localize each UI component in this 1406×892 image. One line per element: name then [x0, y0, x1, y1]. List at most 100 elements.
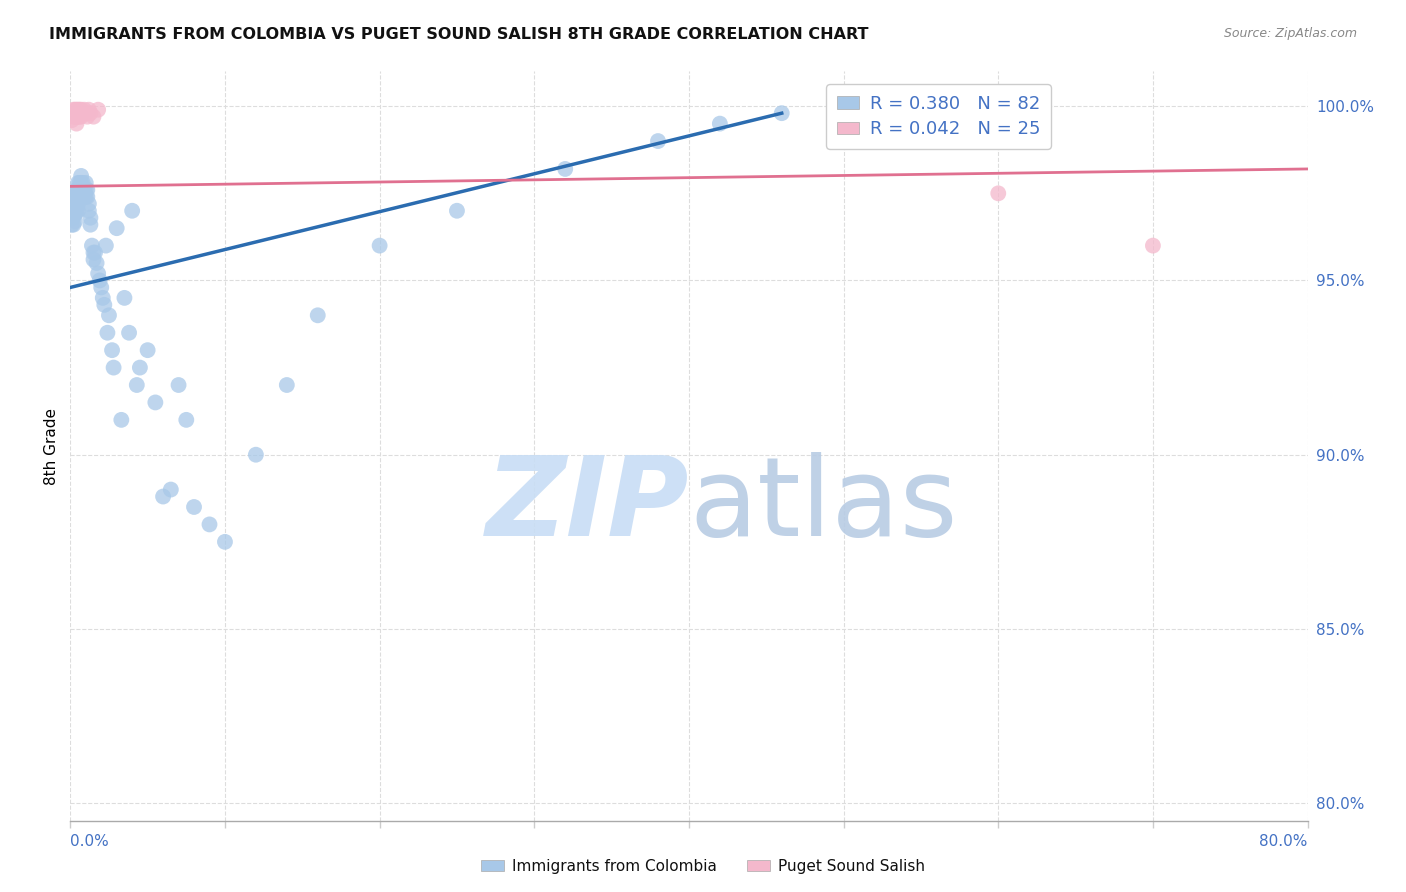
- Point: [87, 103, 110, 117]
- Point: [145, 395, 166, 409]
- Point: [62, 218, 84, 232]
- Legend: R = 0.380   N = 82, R = 0.042   N = 25: R = 0.380 N = 82, R = 0.042 N = 25: [827, 84, 1052, 149]
- Point: [69, 183, 91, 197]
- Point: [65, 190, 87, 204]
- Point: [67, 190, 90, 204]
- Point: [73, 183, 96, 197]
- Point: [65, 196, 87, 211]
- Point: [709, 117, 731, 131]
- Point: [65, 183, 87, 197]
- Point: [65, 103, 87, 117]
- Point: [94, 238, 117, 252]
- Point: [72, 106, 94, 120]
- Point: [214, 534, 236, 549]
- Point: [75, 183, 97, 197]
- Point: [73, 190, 96, 204]
- Point: [76, 110, 98, 124]
- Point: [245, 448, 267, 462]
- Point: [770, 106, 793, 120]
- Point: [60, 106, 83, 120]
- Point: [129, 360, 152, 375]
- Point: [70, 169, 93, 183]
- Point: [63, 110, 86, 124]
- Point: [70, 103, 93, 117]
- Point: [70, 183, 93, 197]
- Point: [103, 360, 125, 375]
- Legend: Immigrants from Colombia, Puget Sound Salish: Immigrants from Colombia, Puget Sound Sa…: [475, 853, 931, 880]
- Point: [79, 218, 101, 232]
- Point: [96, 326, 118, 340]
- Point: [91, 291, 114, 305]
- Text: 0.0%: 0.0%: [70, 834, 110, 849]
- Point: [60, 218, 83, 232]
- Point: [72, 176, 94, 190]
- Point: [101, 343, 124, 358]
- Point: [77, 203, 100, 218]
- Point: [62, 103, 84, 117]
- Point: [183, 500, 205, 514]
- Point: [368, 238, 391, 252]
- Point: [73, 103, 96, 117]
- Point: [1142, 238, 1164, 252]
- Point: [118, 326, 141, 340]
- Point: [62, 196, 84, 211]
- Point: [63, 186, 86, 201]
- Point: [87, 267, 110, 281]
- Point: [65, 110, 87, 124]
- Point: [114, 291, 135, 305]
- Point: [105, 221, 128, 235]
- Point: [63, 207, 86, 221]
- Point: [90, 280, 112, 294]
- Point: [136, 343, 159, 358]
- Point: [67, 176, 90, 190]
- Point: [63, 200, 86, 214]
- Point: [86, 256, 108, 270]
- Point: [63, 103, 86, 117]
- Point: [75, 176, 97, 190]
- Point: [82, 110, 105, 124]
- Point: [121, 203, 143, 218]
- Point: [125, 378, 148, 392]
- Point: [110, 413, 132, 427]
- Point: [198, 517, 221, 532]
- Text: IMMIGRANTS FROM COLOMBIA VS PUGET SOUND SALISH 8TH GRADE CORRELATION CHART: IMMIGRANTS FROM COLOMBIA VS PUGET SOUND …: [49, 27, 869, 42]
- Point: [69, 103, 91, 117]
- Point: [69, 176, 91, 190]
- Point: [82, 252, 105, 267]
- Point: [80, 238, 103, 252]
- Point: [82, 245, 105, 260]
- Point: [69, 190, 91, 204]
- Point: [276, 378, 298, 392]
- Point: [554, 161, 576, 176]
- Point: [65, 203, 87, 218]
- Point: [152, 490, 174, 504]
- Point: [62, 211, 84, 225]
- Point: [65, 117, 87, 131]
- Point: [67, 183, 90, 197]
- Point: [79, 106, 101, 120]
- Point: [75, 190, 97, 204]
- Text: 80.0%: 80.0%: [1260, 834, 1308, 849]
- Point: [89, 273, 111, 287]
- Text: Source: ZipAtlas.com: Source: ZipAtlas.com: [1223, 27, 1357, 40]
- Point: [307, 308, 329, 322]
- Text: atlas: atlas: [689, 452, 957, 559]
- Point: [67, 110, 90, 124]
- Point: [60, 203, 83, 218]
- Point: [63, 214, 86, 228]
- Point: [77, 196, 100, 211]
- Point: [174, 413, 197, 427]
- Point: [67, 203, 90, 218]
- Point: [69, 110, 91, 124]
- Y-axis label: 8th Grade: 8th Grade: [44, 408, 59, 484]
- Point: [67, 196, 90, 211]
- Point: [76, 190, 98, 204]
- Text: ZIP: ZIP: [485, 452, 689, 559]
- Point: [72, 190, 94, 204]
- Point: [75, 106, 97, 120]
- Point: [84, 245, 107, 260]
- Point: [72, 183, 94, 197]
- Point: [60, 113, 83, 128]
- Point: [63, 194, 86, 208]
- Point: [70, 190, 93, 204]
